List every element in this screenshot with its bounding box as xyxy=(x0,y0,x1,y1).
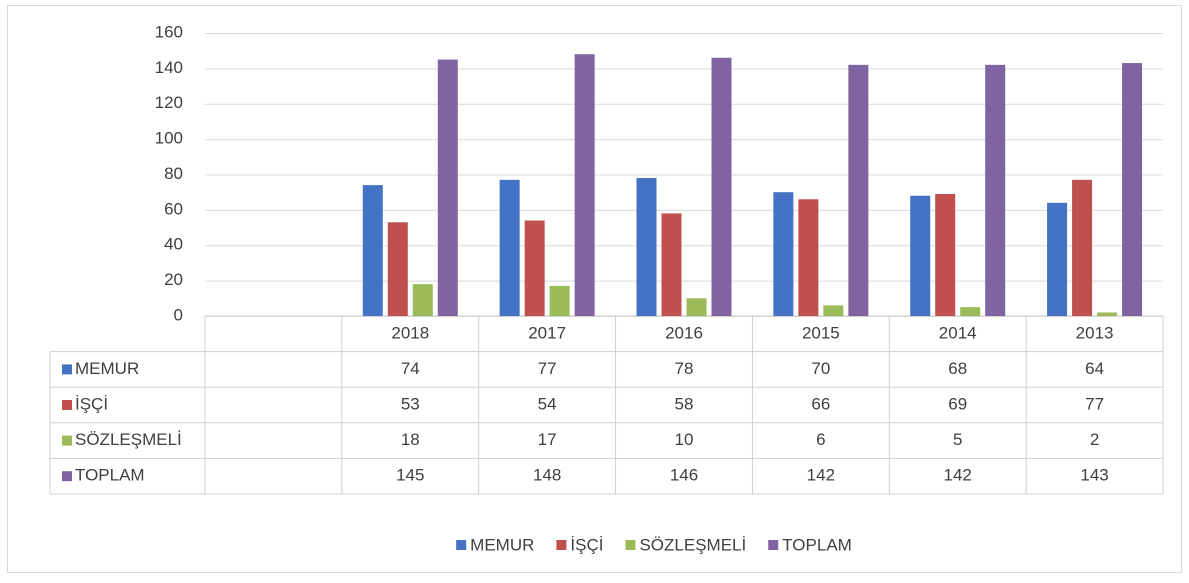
table-cell: 10 xyxy=(675,430,694,449)
table-cell: 2 xyxy=(1090,430,1099,449)
bar xyxy=(773,192,794,316)
x-tick-label: 2018 xyxy=(391,323,429,342)
bar xyxy=(524,220,545,316)
bar xyxy=(1097,312,1118,316)
table-cell: 148 xyxy=(533,466,561,485)
bar xyxy=(686,298,707,316)
y-tick-label: 140 xyxy=(155,58,183,77)
bar xyxy=(848,64,869,317)
bar xyxy=(437,59,458,316)
bar xyxy=(935,193,956,316)
y-tick-label: 20 xyxy=(164,270,183,289)
table-cell: 64 xyxy=(1085,359,1104,378)
table-cell: 66 xyxy=(811,394,830,413)
x-tick-label: 2013 xyxy=(1076,323,1114,342)
legend-label: TOPLAM xyxy=(782,535,852,554)
table-cell: 77 xyxy=(1085,394,1104,413)
table-cell: 6 xyxy=(816,430,825,449)
bar xyxy=(711,57,732,316)
bar xyxy=(574,54,595,316)
bar xyxy=(412,284,433,316)
x-tick-label: 2017 xyxy=(528,323,566,342)
table-cell: 77 xyxy=(538,359,557,378)
bar xyxy=(387,222,408,316)
table-cell: 146 xyxy=(670,466,698,485)
table-row-label: İŞÇİ xyxy=(75,394,108,413)
table-cell: 74 xyxy=(401,359,420,378)
table-cell: 78 xyxy=(675,359,694,378)
table-cell: 69 xyxy=(948,394,967,413)
x-tick-label: 2015 xyxy=(802,323,840,342)
bar xyxy=(985,64,1006,317)
legend-label: MEMUR xyxy=(470,535,534,554)
x-tick-label: 2016 xyxy=(665,323,703,342)
legend-swatch xyxy=(556,540,567,550)
table-cell: 17 xyxy=(538,430,557,449)
table-row-label: MEMUR xyxy=(75,359,139,378)
table-cell: 18 xyxy=(401,430,420,449)
table-cell: 142 xyxy=(807,466,835,485)
y-tick-label: 80 xyxy=(164,164,183,183)
bar xyxy=(636,178,657,316)
legend-label: SÖZLEŞMELİ xyxy=(639,535,746,554)
x-tick-label: 2014 xyxy=(939,323,977,342)
bar xyxy=(1122,63,1143,316)
bar xyxy=(798,199,819,316)
table-cell: 145 xyxy=(396,466,424,485)
table-cell: 68 xyxy=(948,359,967,378)
bar xyxy=(661,213,682,316)
legend-swatch xyxy=(62,471,72,482)
y-tick-label: 0 xyxy=(174,305,183,324)
table-cell: 53 xyxy=(401,394,420,413)
legend-swatch xyxy=(625,540,636,550)
bar xyxy=(1047,202,1068,316)
table-row-label: SÖZLEŞMELİ xyxy=(75,430,182,449)
y-tick-label: 60 xyxy=(164,199,183,218)
table-cell: 143 xyxy=(1080,466,1108,485)
bar xyxy=(362,185,383,316)
y-tick-label: 40 xyxy=(164,235,183,254)
bar xyxy=(960,307,981,316)
table-cell: 5 xyxy=(953,430,962,449)
legend-swatch xyxy=(62,435,72,446)
bar xyxy=(823,305,844,316)
bar xyxy=(499,179,520,316)
legend-swatch xyxy=(768,540,779,550)
table-cell: 54 xyxy=(538,394,557,413)
table-row-label: TOPLAM xyxy=(75,466,145,485)
bar xyxy=(910,195,931,316)
bar xyxy=(1072,179,1093,316)
table-cell: 70 xyxy=(811,359,830,378)
bar xyxy=(549,285,570,316)
table-cell: 142 xyxy=(944,466,972,485)
y-tick-label: 160 xyxy=(155,22,183,41)
legend-swatch xyxy=(456,540,467,550)
legend-label: İŞÇİ xyxy=(570,535,603,554)
table-cell: 58 xyxy=(675,394,694,413)
legend-swatch xyxy=(62,400,72,410)
y-tick-label: 100 xyxy=(155,129,183,148)
y-tick-label: 120 xyxy=(155,93,183,112)
legend-swatch xyxy=(62,364,72,375)
